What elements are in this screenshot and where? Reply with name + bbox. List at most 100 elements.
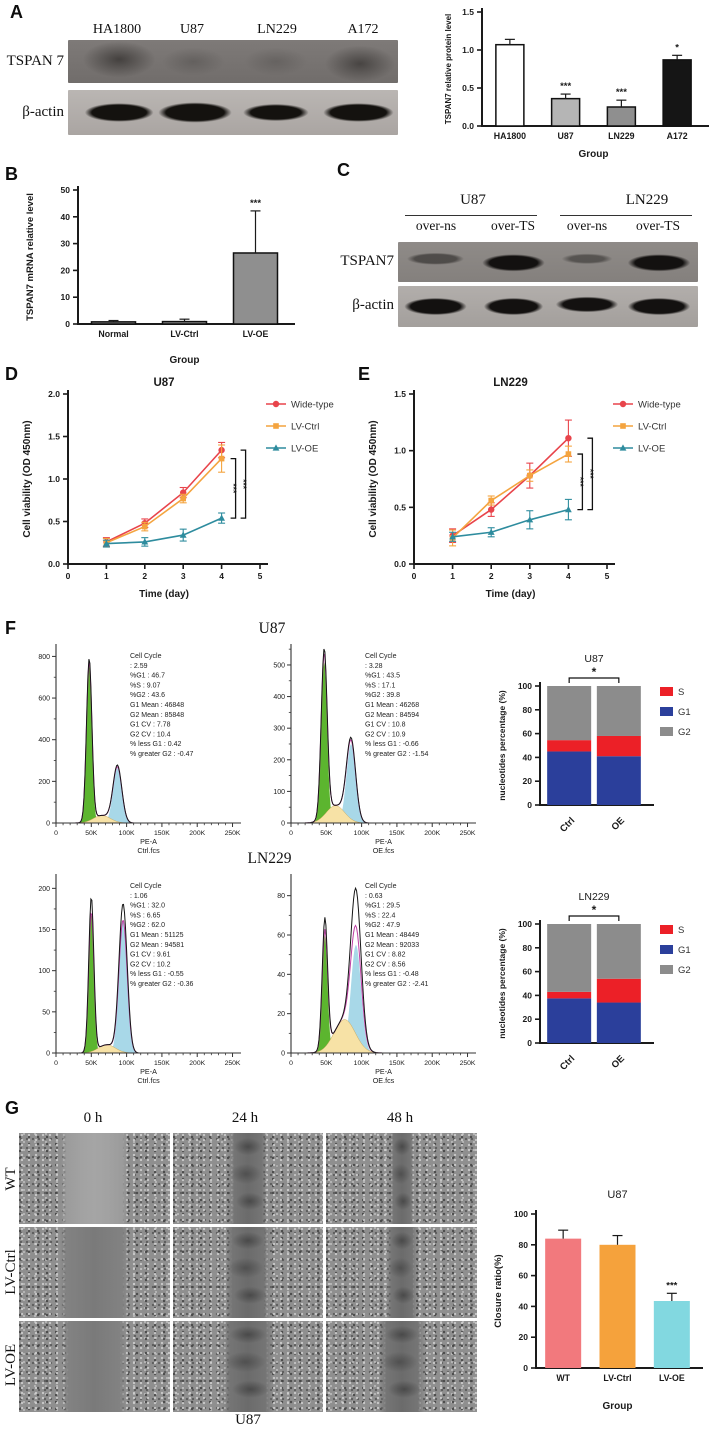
svg-text:%G2 : 43.6: %G2 : 43.6 bbox=[130, 692, 165, 699]
svg-text:S: S bbox=[678, 925, 684, 936]
svg-text:250K: 250K bbox=[460, 1060, 476, 1067]
svg-text:40: 40 bbox=[523, 990, 533, 1000]
svg-text:Cell Cycle: Cell Cycle bbox=[130, 883, 162, 890]
svg-text:***: *** bbox=[560, 81, 571, 92]
svg-text:Cell viability (OD 450nm): Cell viability (OD 450nm) bbox=[368, 420, 379, 537]
svg-text:%G2 : 62.0: %G2 : 62.0 bbox=[130, 922, 165, 929]
svg-text:Cell Cycle: Cell Cycle bbox=[130, 653, 162, 660]
wound-col-header-24h: 24 h bbox=[231, 1110, 259, 1126]
wound-row-label-wt: WT bbox=[3, 1167, 19, 1191]
svg-text:***: *** bbox=[616, 87, 627, 98]
svg-text:G1 Mean : 51125: G1 Mean : 51125 bbox=[130, 932, 184, 939]
svg-text:40: 40 bbox=[523, 752, 533, 762]
svg-text:100K: 100K bbox=[354, 830, 370, 837]
svg-text:400: 400 bbox=[273, 694, 285, 701]
svg-text:100K: 100K bbox=[119, 830, 135, 837]
svg-text:10: 10 bbox=[61, 292, 71, 302]
svg-text:80: 80 bbox=[277, 893, 285, 900]
svg-text:%S : 9.07: %S : 9.07 bbox=[130, 682, 160, 689]
svg-text:%S : 6.65: %S : 6.65 bbox=[130, 912, 160, 919]
wound-image-lvoe-24h bbox=[172, 1321, 324, 1412]
svg-text:A172: A172 bbox=[667, 131, 688, 141]
wound-image-lvctrl-24h bbox=[172, 1227, 324, 1318]
svg-text:2.0: 2.0 bbox=[48, 389, 60, 399]
svg-text:G2 Mean : 92033: G2 Mean : 92033 bbox=[365, 942, 419, 949]
svg-text:150: 150 bbox=[38, 927, 50, 934]
svg-text:50: 50 bbox=[42, 1009, 50, 1016]
svg-text:HA1800: HA1800 bbox=[494, 131, 526, 141]
svg-text:0.5: 0.5 bbox=[462, 83, 474, 93]
svg-text:0: 0 bbox=[281, 1051, 285, 1058]
svg-text:: 1.06: : 1.06 bbox=[130, 893, 148, 900]
svg-text:250K: 250K bbox=[225, 1060, 241, 1067]
svg-text:300: 300 bbox=[273, 726, 285, 733]
svg-text:100: 100 bbox=[518, 919, 532, 929]
svg-text:: 3.28: : 3.28 bbox=[365, 663, 383, 670]
svg-text:600: 600 bbox=[38, 696, 50, 703]
blot-a-row-label-tspan7: TSPAN 7 bbox=[6, 53, 64, 69]
svg-text:2: 2 bbox=[142, 571, 147, 581]
svg-text:G1 CV : 9.61: G1 CV : 9.61 bbox=[130, 952, 171, 959]
svg-text:% greater G2 : -0.47: % greater G2 : -0.47 bbox=[130, 751, 194, 758]
svg-text:OE.fcs: OE.fcs bbox=[373, 846, 395, 855]
svg-text:LV-OE: LV-OE bbox=[638, 444, 665, 455]
svg-text:0: 0 bbox=[281, 821, 285, 828]
svg-text:*: * bbox=[592, 665, 597, 679]
blot-c-group-label-ln229: LN229 bbox=[625, 192, 669, 208]
svg-text:% less G1 : 0.42: % less G1 : 0.42 bbox=[130, 741, 181, 748]
svg-text:Wide-type: Wide-type bbox=[291, 400, 334, 411]
svg-text:LN229: LN229 bbox=[579, 891, 610, 903]
svg-text:80: 80 bbox=[519, 1240, 529, 1250]
svg-text:0: 0 bbox=[46, 821, 50, 828]
svg-text:LV-OE: LV-OE bbox=[659, 1373, 685, 1383]
svg-text:Group: Group bbox=[579, 149, 609, 160]
svg-text:PE-A: PE-A bbox=[375, 1067, 392, 1076]
svg-text:G1 CV : 7.78: G1 CV : 7.78 bbox=[130, 722, 171, 729]
svg-text:Normal: Normal bbox=[98, 329, 128, 339]
svg-text:G2 CV : 10.4: G2 CV : 10.4 bbox=[130, 731, 171, 738]
svg-text:20: 20 bbox=[519, 1332, 529, 1342]
svg-text:150K: 150K bbox=[154, 830, 170, 837]
chart-tspan7-protein-level: 0.0 0.5 1.0 1.5 HA1800 *** U87 *** LN229 * A172 Gro… bbox=[444, 7, 709, 160]
svg-text:Time (day): Time (day) bbox=[139, 589, 189, 600]
blot-a-tspan7-strip bbox=[68, 40, 398, 83]
flow-histogram-u87-ctrl: 0 200 400 600 800 0 50K 100K 150K 200K 250K PE-ACtr… bbox=[38, 644, 241, 855]
chart-closure-ratio: 0 20 40 60 80 100 WT LV-Ctrl *** LV-OE U87 Group Clo… bbox=[493, 1189, 703, 1412]
blot-a-lane-label: A172 bbox=[347, 22, 379, 37]
svg-text:LV-OE: LV-OE bbox=[291, 444, 318, 455]
svg-text:100K: 100K bbox=[119, 1060, 135, 1067]
svg-text:Group: Group bbox=[603, 1401, 633, 1412]
svg-text:*: * bbox=[592, 903, 597, 917]
svg-text:OE: OE bbox=[609, 1053, 626, 1070]
svg-text:0: 0 bbox=[527, 800, 532, 810]
panel-d-label: D bbox=[5, 364, 18, 384]
svg-text:LV-OE: LV-OE bbox=[243, 329, 269, 339]
svg-text:200K: 200K bbox=[189, 1060, 205, 1067]
wound-image-wt-24h bbox=[172, 1133, 324, 1224]
svg-text:1: 1 bbox=[104, 571, 109, 581]
panel-f-label: F bbox=[5, 618, 16, 638]
svg-text:1.0: 1.0 bbox=[462, 45, 474, 55]
panel-a-label: A bbox=[10, 2, 23, 22]
svg-text:150K: 150K bbox=[389, 1060, 405, 1067]
chart-cellcycle-ln229: 0 20 40 60 80 100 Ctrl OE LN229* S G1 G2 nucleotides… bbox=[497, 891, 691, 1073]
svg-text:G1 CV : 10.8: G1 CV : 10.8 bbox=[365, 722, 406, 729]
wound-image-lvctrl-0h bbox=[19, 1227, 170, 1318]
svg-text:0: 0 bbox=[54, 1060, 58, 1067]
blot-c-actin-strip bbox=[398, 286, 698, 327]
svg-text:Cell viability (OD 450nm): Cell viability (OD 450nm) bbox=[22, 420, 33, 537]
svg-text:%G1 : 46.7: %G1 : 46.7 bbox=[130, 673, 165, 680]
svg-text:Ctrl: Ctrl bbox=[558, 1053, 577, 1072]
svg-text:G2 Mean : 85848: G2 Mean : 85848 bbox=[130, 712, 184, 719]
svg-text:100K: 100K bbox=[354, 1060, 370, 1067]
svg-text:Ctrl.fcs: Ctrl.fcs bbox=[137, 1076, 160, 1085]
svg-text:20: 20 bbox=[277, 1011, 285, 1018]
wound-image-wt-0h bbox=[19, 1133, 170, 1224]
svg-text:G1 Mean : 46268: G1 Mean : 46268 bbox=[365, 702, 419, 709]
svg-text:Closure ratio(%): Closure ratio(%) bbox=[493, 1254, 504, 1327]
svg-text:200: 200 bbox=[38, 886, 50, 893]
wound-image-lvctrl-48h bbox=[326, 1227, 477, 1318]
svg-text:% greater G2 : -1.54: % greater G2 : -1.54 bbox=[365, 751, 429, 758]
svg-text:250K: 250K bbox=[225, 830, 241, 837]
svg-text:150K: 150K bbox=[154, 1060, 170, 1067]
